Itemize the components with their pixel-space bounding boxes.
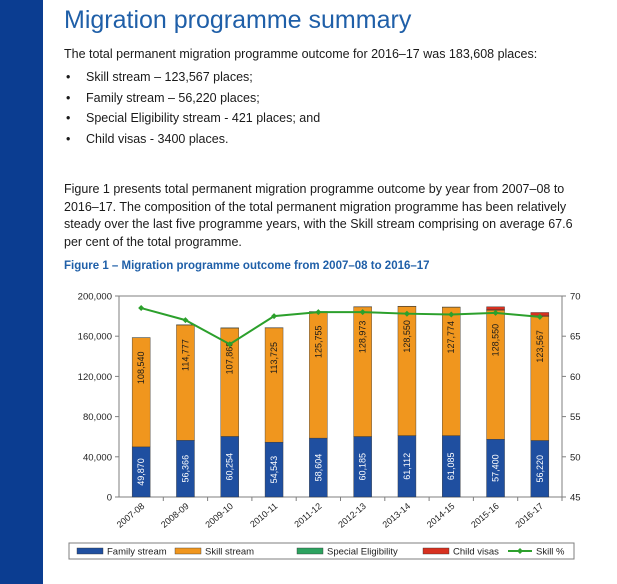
x-tick-label: 2016-17 <box>513 501 545 530</box>
data-label-skill: 107,868 <box>225 342 235 375</box>
skill-pct-point <box>138 305 145 312</box>
x-tick-label: 2009-10 <box>203 501 235 530</box>
skill-pct-point <box>536 313 543 320</box>
bullet-item: Child visas - 3400 places. <box>64 129 320 150</box>
legend-special-eligibility-label: Special Eligibility <box>327 547 398 558</box>
figure-title: Figure 1 – Migration programme outcome f… <box>64 260 430 272</box>
bullet-item: Skill stream – 123,567 places; <box>64 67 320 88</box>
bullet-list: Skill stream – 123,567 places; Family st… <box>64 67 320 149</box>
bullet-item: Special Eligibility stream - 421 places;… <box>64 108 320 129</box>
data-label-skill: 128,550 <box>402 320 412 353</box>
x-tick-label: 2011-12 <box>292 501 323 529</box>
data-label-skill: 123,567 <box>535 330 545 363</box>
data-label-family: 56,366 <box>180 455 190 483</box>
data-label-family: 60,254 <box>225 453 235 481</box>
y2-tick-label: 50 <box>570 452 581 463</box>
skill-pct-point <box>492 309 499 316</box>
legend-child-visas-swatch <box>422 547 450 555</box>
legend-family-swatch <box>76 547 104 555</box>
data-label-skill: 127,774 <box>446 321 456 354</box>
skill-pct-point <box>271 313 278 320</box>
x-tick-label: 2013-14 <box>381 501 413 530</box>
page-title: Migration programme summary <box>64 6 412 34</box>
legend-skill-swatch <box>174 547 202 555</box>
x-tick-label: 2008-09 <box>159 501 191 530</box>
skill-pct-line <box>140 307 540 346</box>
data-label-family: 57,400 <box>491 454 501 482</box>
y2-tick-label: 60 <box>570 372 581 383</box>
legend-family-label: Family stream <box>107 547 167 558</box>
data-label-family: 61,112 <box>402 453 412 480</box>
y-tick-label: 160,000 <box>78 332 112 343</box>
summary-paragraph: Figure 1 presents total permanent migrat… <box>64 182 573 249</box>
skill-pct-point <box>315 309 322 316</box>
y-tick-label: 80,000 <box>83 412 112 423</box>
y2-tick-label: 55 <box>570 412 581 423</box>
skill-pct-point <box>182 317 189 324</box>
skill-pct-point <box>359 309 366 316</box>
data-label-skill: 125,755 <box>313 325 323 358</box>
data-label-skill: 128,550 <box>491 324 501 357</box>
x-tick-label: 2010-11 <box>248 501 279 529</box>
data-label-family: 58,604 <box>313 454 323 482</box>
data-label-family: 56,220 <box>535 455 545 483</box>
legend-skill-label: Skill stream <box>205 547 254 558</box>
data-label-family: 61,085 <box>446 453 456 481</box>
x-tick-label: 2015-16 <box>469 501 501 530</box>
y-tick-label: 0 <box>107 493 112 504</box>
data-label-skill: 128,973 <box>358 321 368 354</box>
y2-tick-label: 65 <box>570 332 581 343</box>
data-label-family: 60,185 <box>358 453 368 481</box>
y2-tick-label: 70 <box>570 292 581 303</box>
x-tick-label: 2007-08 <box>115 501 147 530</box>
data-label-skill: 108,540 <box>136 352 146 385</box>
y-tick-label: 40,000 <box>83 452 112 463</box>
legend-special-eligibility-swatch <box>296 547 324 555</box>
x-tick-label: 2012-13 <box>336 501 368 530</box>
legend-skill-pct-marker <box>517 548 523 554</box>
data-label-skill: 114,777 <box>180 339 190 371</box>
sidebar-bar <box>0 0 43 584</box>
y-tick-label: 120,000 <box>78 372 112 383</box>
intro-text: The total permanent migration programme … <box>64 47 538 61</box>
skill-pct-point <box>226 341 233 348</box>
x-tick-label: 2014-15 <box>425 501 457 530</box>
skill-pct-point <box>448 311 455 318</box>
data-label-family: 54,543 <box>269 456 279 484</box>
data-label-skill: 113,725 <box>269 342 279 374</box>
skill-pct-point <box>403 310 410 317</box>
bullet-item: Family stream – 56,220 places; <box>64 88 320 109</box>
y2-tick-label: 45 <box>570 493 581 504</box>
data-label-family: 49,870 <box>136 458 146 486</box>
bar-child-visas <box>486 306 505 311</box>
legend-skill-pct-label: Skill % <box>536 547 565 558</box>
y-tick-label: 200,000 <box>78 292 112 303</box>
legend-child-visas-label: Child visas <box>453 547 499 558</box>
